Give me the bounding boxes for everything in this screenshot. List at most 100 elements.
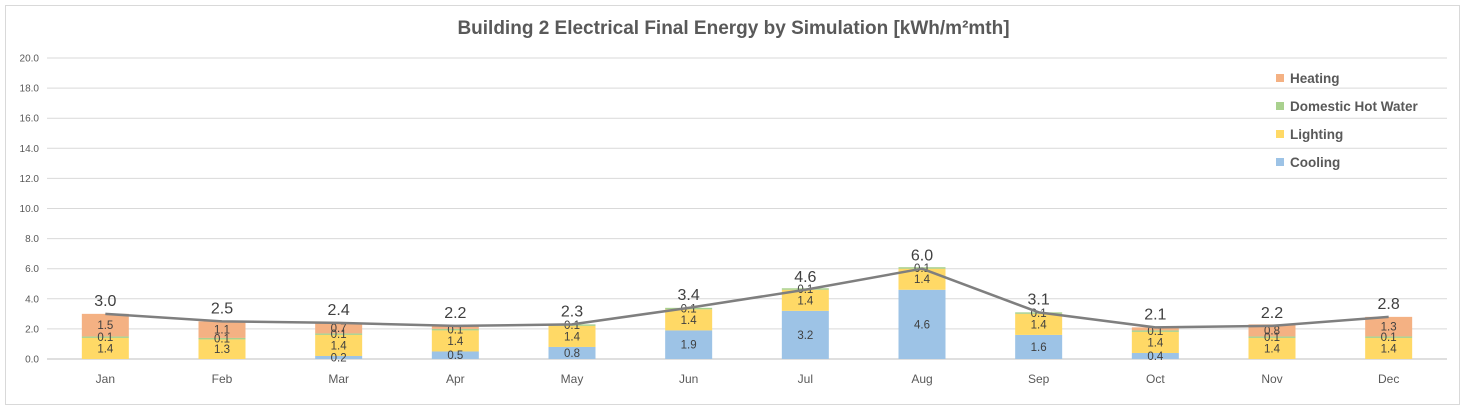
total-label: 2.2 <box>1261 305 1283 322</box>
data-label-domestic-hot-water: 0.1 <box>331 329 347 341</box>
data-label-domestic-hot-water: 0.1 <box>1147 326 1163 338</box>
data-label-cooling: 0.2 <box>331 352 347 364</box>
x-tick-label: Jun <box>679 372 698 386</box>
data-label-lighting: 1.4 <box>97 343 114 355</box>
x-tick-label: Jan <box>96 372 115 386</box>
data-label-domestic-hot-water: 0.1 <box>447 325 463 337</box>
y-tick-label: 6.0 <box>25 264 39 275</box>
bar-segment-lighting <box>81 337 129 359</box>
total-label: 2.8 <box>1378 296 1400 313</box>
data-label-lighting: 1.4 <box>797 295 814 307</box>
bar-segment-lighting <box>548 325 596 347</box>
data-label-lighting: 1.3 <box>214 344 230 356</box>
total-label: 3.4 <box>678 287 700 304</box>
data-label-cooling: 1.6 <box>1031 342 1047 354</box>
y-tick-label: 12.0 <box>20 174 40 185</box>
legend-item-domestic-hot-water: Domestic Hot Water <box>1276 92 1418 120</box>
bar-segment-domestic-hot-water <box>1248 336 1296 338</box>
x-tick-label: Oct <box>1146 372 1165 386</box>
data-label-cooling: 0.4 <box>1147 351 1164 363</box>
total-label: 2.1 <box>1144 306 1166 323</box>
data-label-domestic-hot-water: 0.1 <box>214 334 230 346</box>
bar-segment-heating <box>81 313 129 337</box>
data-label-lighting: 1.4 <box>681 315 698 327</box>
x-tick-label: Mar <box>328 372 349 386</box>
bar-segment-cooling <box>315 355 363 359</box>
bar-segment-domestic-hot-water <box>81 336 129 338</box>
total-label: 3.1 <box>1028 291 1050 308</box>
bar-segment-domestic-hot-water <box>1365 336 1413 338</box>
bar-segment-cooling <box>898 289 946 359</box>
bar-segment-lighting <box>198 339 246 359</box>
data-label-lighting: 1.4 <box>331 340 348 352</box>
total-label: 2.2 <box>444 305 466 322</box>
total-label: 2.5 <box>211 300 233 317</box>
bar-segment-lighting <box>665 309 713 331</box>
chart-title: Building 2 Electrical Final Energy by Si… <box>457 18 1010 39</box>
total-label: 2.3 <box>561 303 583 320</box>
bar-segment-cooling <box>1015 334 1063 359</box>
legend-item-heating: Heating <box>1276 64 1418 92</box>
data-label-heating: 0.7 <box>331 323 347 335</box>
bar-segment-heating <box>1365 316 1413 337</box>
y-tick-label: 20.0 <box>20 54 40 65</box>
y-tick-label: 2.0 <box>25 324 39 335</box>
y-tick-label: 18.0 <box>20 84 40 95</box>
legend-swatch-lighting <box>1276 130 1284 138</box>
bar-segment-cooling <box>665 330 713 359</box>
bar-segment-lighting <box>1015 313 1063 335</box>
data-label-domestic-hot-water: 0.1 <box>1381 332 1397 344</box>
x-tick-label: Nov <box>1261 372 1282 386</box>
data-label-cooling: 4.6 <box>914 319 930 331</box>
y-tick-label: 0.0 <box>25 355 39 366</box>
legend-label-cooling: Cooling <box>1290 154 1341 170</box>
x-tick-label: Feb <box>212 372 233 386</box>
data-label-domestic-hot-water: 0.1 <box>1264 332 1280 344</box>
bar-segment-domestic-hot-water <box>198 337 246 340</box>
bar-segment-cooling <box>781 310 829 359</box>
bar-segment-cooling <box>1131 352 1179 359</box>
data-label-lighting: 1.4 <box>1264 343 1281 355</box>
bar-segment-lighting <box>431 330 479 352</box>
bar-segment-domestic-hot-water <box>431 328 479 331</box>
data-label-lighting: 1.4 <box>1381 343 1398 355</box>
data-label-cooling: 0.8 <box>564 348 580 360</box>
legend-swatch-cooling <box>1276 158 1284 166</box>
legend-item-lighting: Lighting <box>1276 120 1418 148</box>
bar-segment-domestic-hot-water <box>315 333 363 335</box>
bar-segment-heating <box>431 325 479 329</box>
data-label-domestic-hot-water: 0.1 <box>97 332 113 344</box>
bar-segment-cooling <box>431 351 479 359</box>
legend-label-heating: Heating <box>1290 70 1340 86</box>
data-label-heating: 1.1 <box>214 325 230 337</box>
bar-segment-heating <box>315 322 363 334</box>
chart-legend: Heating Domestic Hot Water Lighting Cool… <box>1276 64 1418 176</box>
y-tick-label: 14.0 <box>20 144 40 155</box>
data-label-lighting: 1.4 <box>1031 319 1048 331</box>
data-label-cooling: 3.2 <box>797 330 813 342</box>
legend-swatch-heating <box>1276 74 1284 82</box>
data-label-heating: 0.8 <box>1264 325 1280 337</box>
legend-label-domestic-hot-water: Domestic Hot Water <box>1290 98 1418 114</box>
x-tick-label: May <box>561 372 584 386</box>
data-label-cooling: 0.5 <box>447 350 463 362</box>
data-label-heating: 1.5 <box>97 320 113 332</box>
y-tick-label: 4.0 <box>25 294 39 305</box>
bar-segment-lighting <box>781 289 829 311</box>
x-tick-label: Apr <box>446 372 465 386</box>
data-label-lighting: 1.4 <box>1147 337 1164 349</box>
bar-segment-lighting <box>1365 337 1413 359</box>
x-tick-label: Aug <box>911 372 932 386</box>
legend-label-lighting: Lighting <box>1290 126 1344 142</box>
y-tick-label: 10.0 <box>20 204 40 215</box>
bar-segment-heating <box>1248 324 1296 337</box>
total-label: 4.6 <box>794 269 816 286</box>
bar-segment-domestic-hot-water <box>1131 330 1179 332</box>
data-label-lighting: 1.4 <box>914 274 931 286</box>
data-label-domestic-hot-water: 0.1 <box>564 320 580 332</box>
bar-segment-heating <box>198 321 246 338</box>
total-label: 2.4 <box>328 302 350 319</box>
legend-item-cooling: Cooling <box>1276 148 1418 176</box>
data-label-cooling: 1.9 <box>681 340 697 352</box>
data-label-lighting: 1.4 <box>564 331 581 343</box>
